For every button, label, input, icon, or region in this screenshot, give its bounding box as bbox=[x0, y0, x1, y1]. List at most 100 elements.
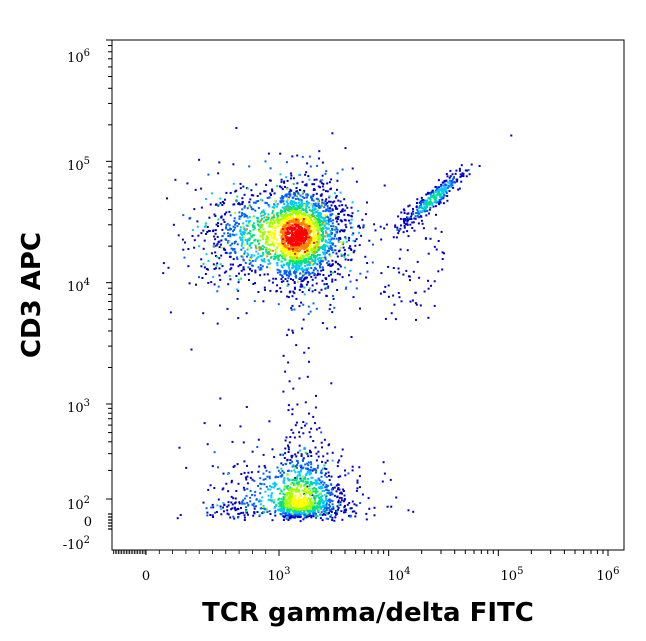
data-point bbox=[327, 207, 329, 210]
data-point bbox=[299, 507, 302, 510]
data-point bbox=[305, 225, 308, 228]
data-point bbox=[229, 278, 232, 281]
data-point bbox=[297, 236, 300, 239]
data-point bbox=[352, 251, 355, 254]
data-point bbox=[234, 240, 237, 243]
data-point bbox=[466, 169, 469, 172]
data-point bbox=[236, 195, 239, 198]
data-point bbox=[301, 155, 304, 158]
data-point bbox=[312, 226, 315, 228]
data-point bbox=[316, 224, 319, 227]
data-point bbox=[312, 231, 315, 234]
data-point bbox=[326, 190, 329, 193]
data-point bbox=[319, 487, 322, 490]
data-point bbox=[330, 238, 333, 241]
data-point bbox=[354, 240, 357, 243]
data-point bbox=[357, 225, 360, 228]
data-point bbox=[313, 248, 316, 251]
data-point bbox=[307, 455, 310, 458]
data-point bbox=[309, 272, 312, 275]
data-point bbox=[214, 251, 217, 254]
data-point bbox=[441, 188, 444, 191]
data-point bbox=[321, 505, 324, 508]
data-point bbox=[341, 204, 344, 207]
data-point bbox=[274, 509, 277, 512]
data-point bbox=[325, 498, 328, 501]
data-point bbox=[269, 192, 272, 195]
data-point bbox=[234, 211, 237, 214]
data-point bbox=[312, 468, 315, 471]
data-point bbox=[421, 207, 423, 209]
data-point bbox=[430, 191, 433, 194]
data-point bbox=[314, 266, 316, 269]
data-point bbox=[328, 506, 331, 509]
data-point bbox=[432, 205, 435, 208]
data-point bbox=[328, 181, 331, 184]
data-point bbox=[260, 268, 263, 271]
data-point bbox=[196, 225, 199, 228]
data-point bbox=[443, 185, 446, 188]
data-point bbox=[332, 297, 335, 300]
data-point bbox=[269, 485, 271, 488]
data-point bbox=[313, 500, 316, 503]
data-point bbox=[349, 247, 352, 250]
data-point bbox=[291, 202, 294, 205]
data-point bbox=[302, 209, 305, 212]
data-point bbox=[280, 508, 283, 511]
data-point bbox=[291, 295, 294, 298]
data-point bbox=[295, 502, 297, 505]
data-point bbox=[215, 244, 218, 247]
data-point bbox=[338, 496, 341, 499]
data-point bbox=[287, 215, 290, 218]
data-point bbox=[295, 214, 298, 217]
data-point bbox=[304, 237, 307, 240]
data-point bbox=[310, 463, 313, 466]
data-point bbox=[294, 194, 297, 197]
data-point bbox=[273, 485, 276, 488]
data-point bbox=[304, 424, 306, 427]
data-point bbox=[437, 189, 440, 192]
data-point bbox=[280, 178, 283, 181]
data-point bbox=[244, 476, 247, 479]
data-point bbox=[189, 216, 192, 219]
data-point bbox=[315, 251, 318, 253]
data-point bbox=[172, 223, 175, 226]
data-point bbox=[284, 269, 287, 272]
data-point bbox=[325, 484, 328, 487]
data-point bbox=[224, 248, 227, 251]
data-point bbox=[423, 210, 426, 213]
data-point bbox=[348, 247, 351, 250]
data-point bbox=[162, 262, 165, 265]
data-point bbox=[456, 180, 459, 183]
data-point bbox=[322, 226, 324, 229]
data-point bbox=[252, 234, 254, 237]
data-point bbox=[318, 211, 321, 214]
data-point bbox=[336, 179, 339, 182]
data-point bbox=[295, 244, 298, 247]
data-point bbox=[280, 462, 283, 465]
data-point bbox=[300, 244, 303, 246]
data-point bbox=[334, 516, 337, 519]
data-point bbox=[296, 487, 298, 490]
data-point bbox=[274, 226, 277, 229]
data-point bbox=[209, 484, 212, 487]
data-point bbox=[310, 228, 313, 231]
data-point bbox=[242, 254, 245, 257]
data-point bbox=[268, 477, 271, 480]
data-point bbox=[445, 184, 448, 187]
data-point bbox=[232, 230, 235, 233]
data-point bbox=[280, 264, 283, 267]
data-point bbox=[314, 219, 317, 222]
data-point bbox=[323, 505, 326, 508]
data-point bbox=[329, 270, 332, 273]
data-point bbox=[395, 496, 398, 499]
data-point bbox=[237, 281, 240, 284]
data-point bbox=[335, 484, 338, 487]
data-point bbox=[335, 230, 338, 233]
data-point bbox=[340, 254, 343, 257]
data-point bbox=[203, 239, 206, 242]
data-point bbox=[366, 201, 368, 204]
data-point bbox=[308, 287, 311, 290]
data-point bbox=[246, 240, 249, 243]
data-point bbox=[246, 482, 249, 485]
